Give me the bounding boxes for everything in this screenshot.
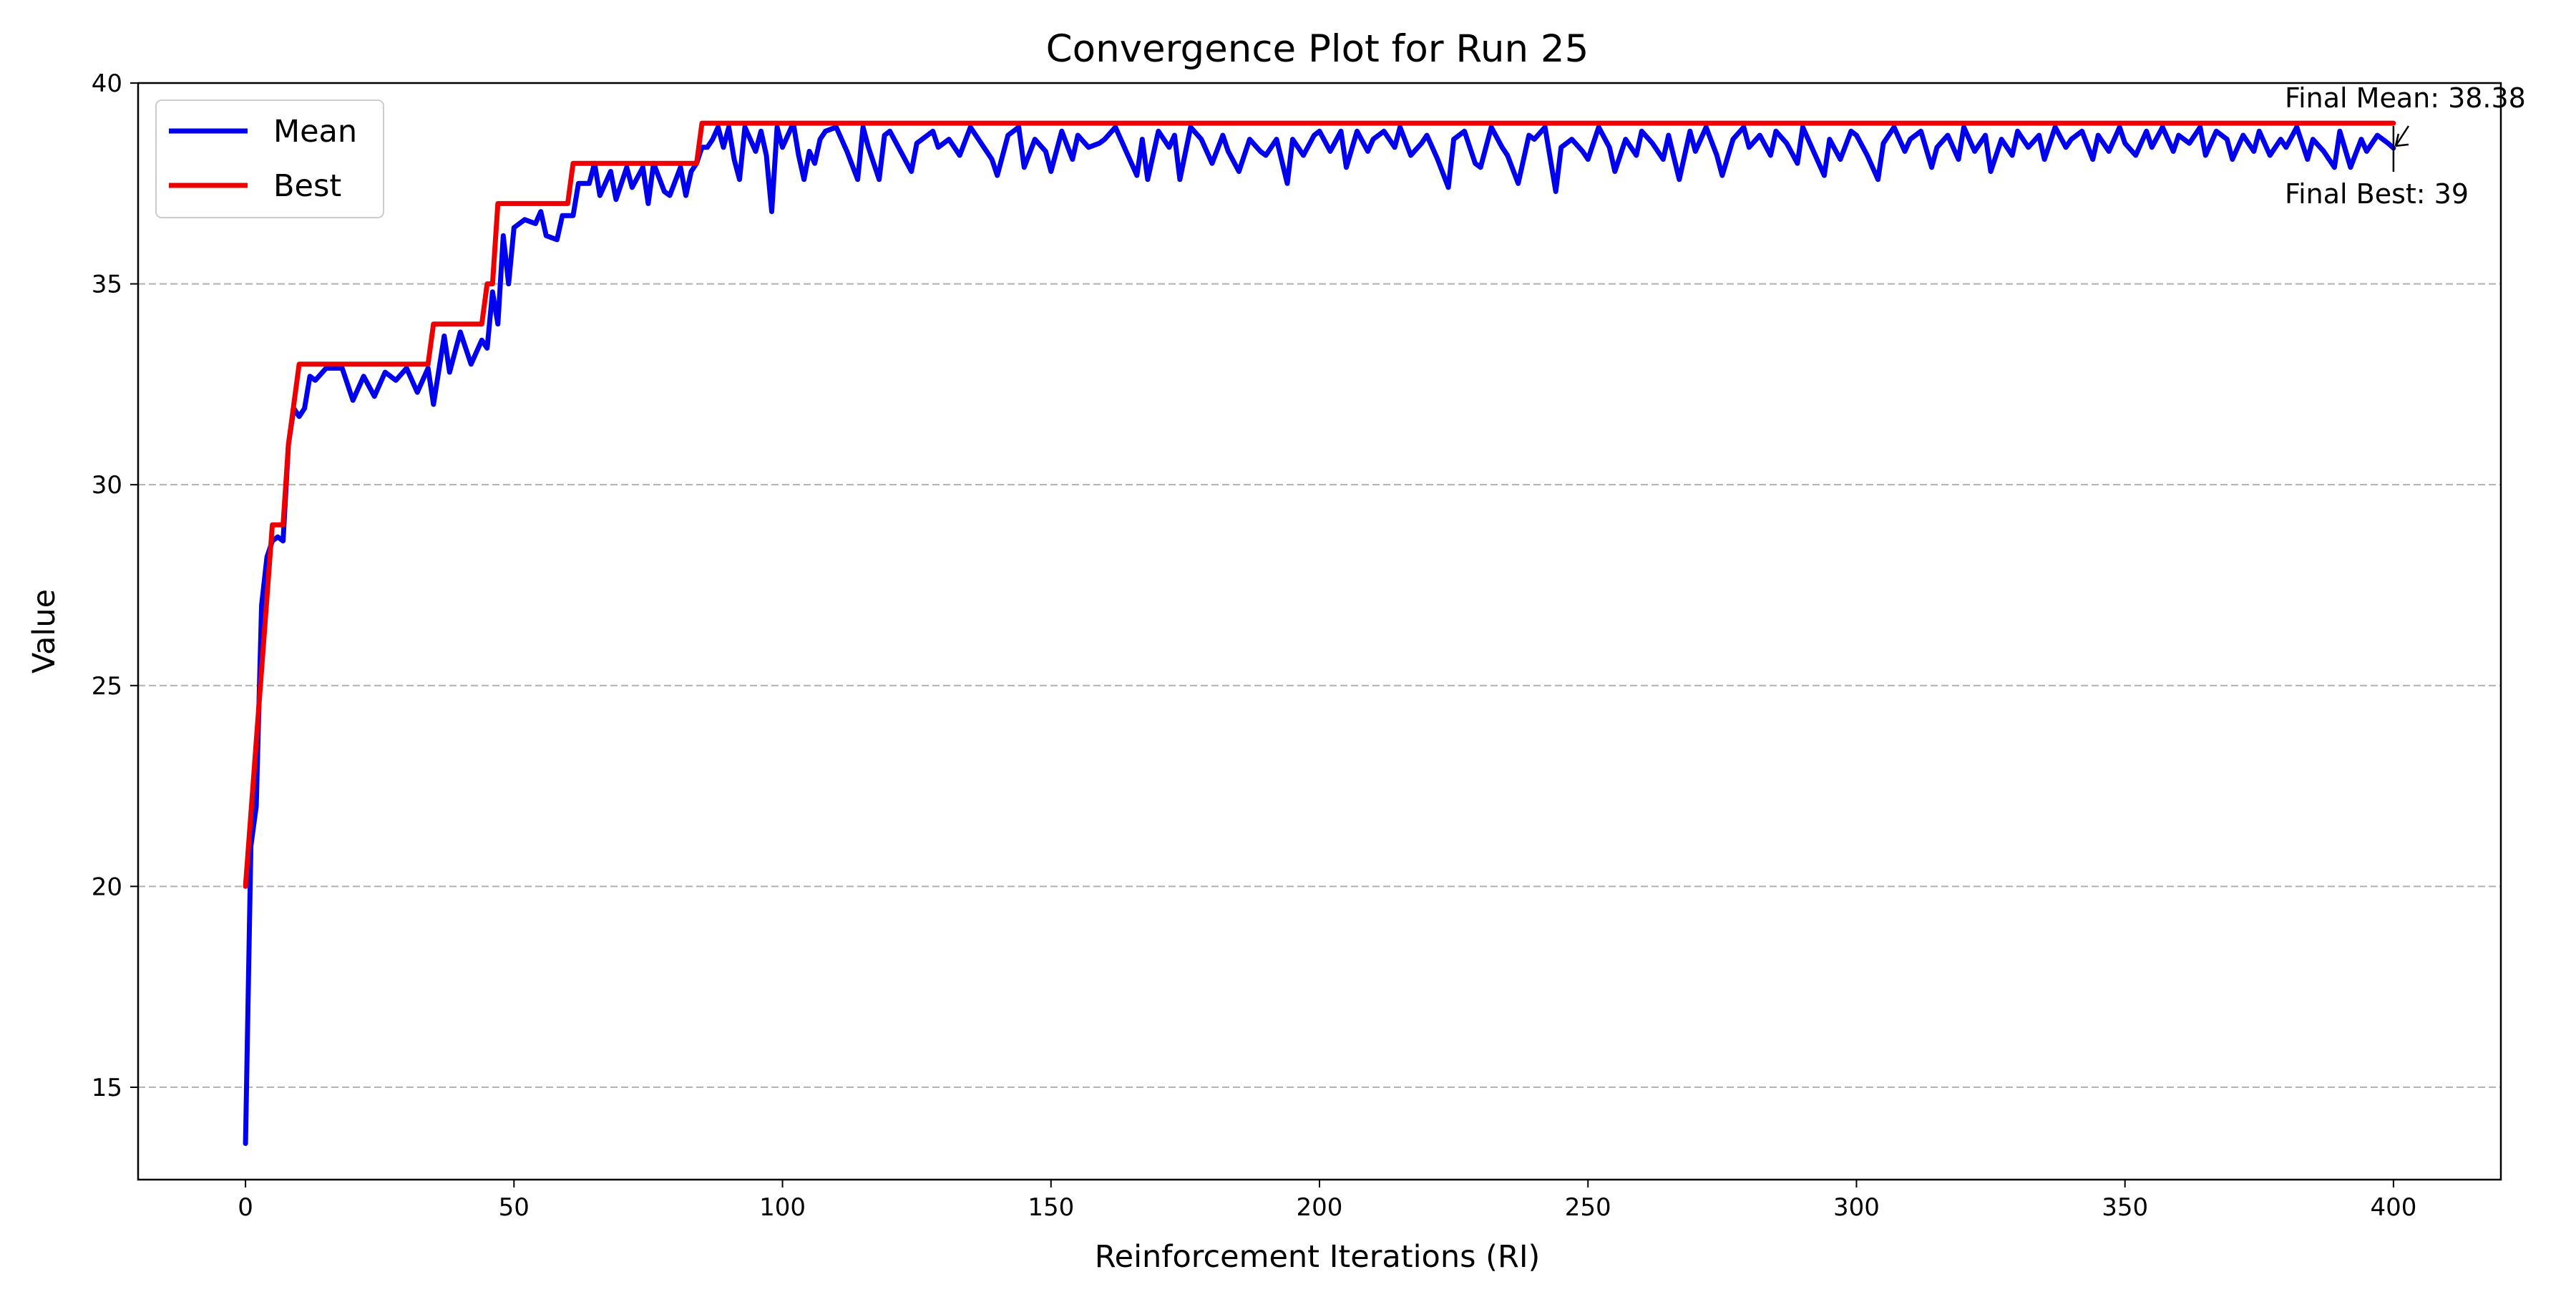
annotation-final-best: Final Best: 39 <box>2285 178 2469 210</box>
x-tick-label: 0 <box>238 1193 253 1222</box>
series-lines <box>243 120 2396 1146</box>
x-tick-label: 100 <box>759 1193 806 1222</box>
gridlines <box>138 82 2501 1088</box>
annotation-arrowhead-mean <box>2394 133 2409 147</box>
annotation-final-mean: Final Mean: 38.38 <box>2285 82 2526 114</box>
x-tick-label: 150 <box>1028 1193 1074 1222</box>
y-tick-label: 35 <box>92 271 122 299</box>
y-tick-label: 20 <box>92 873 122 901</box>
y-tick-label: 40 <box>92 69 122 98</box>
annotations: Final Mean: 38.38 Final Best: 39 <box>2285 82 2526 210</box>
x-tick-label: 350 <box>2102 1193 2148 1222</box>
y-tick-label: 25 <box>92 672 122 701</box>
legend: Mean Best <box>155 99 384 218</box>
annotation-arrow-mean <box>2394 125 2410 147</box>
x-tick-label: 250 <box>1565 1193 1611 1222</box>
x-axis-label: Reinforcement Iterations (RI) <box>1095 1239 1541 1275</box>
y-tick-label: 30 <box>92 471 122 500</box>
x-tick-label: 200 <box>1297 1193 1343 1222</box>
chart-title: Convergence Plot for Run 25 <box>1046 27 1589 71</box>
y-tick-label: 15 <box>92 1074 122 1102</box>
legend-label-mean: Mean <box>273 114 357 150</box>
series-line-mean <box>243 120 2396 1146</box>
series-line-best <box>243 120 2396 889</box>
y-axis-label: Value <box>26 589 62 674</box>
x-tick-label: 300 <box>1833 1193 1880 1222</box>
legend-label-best: Best <box>273 168 341 204</box>
x-tick-label: 400 <box>2370 1193 2416 1222</box>
x-tick-label: 50 <box>499 1193 530 1222</box>
